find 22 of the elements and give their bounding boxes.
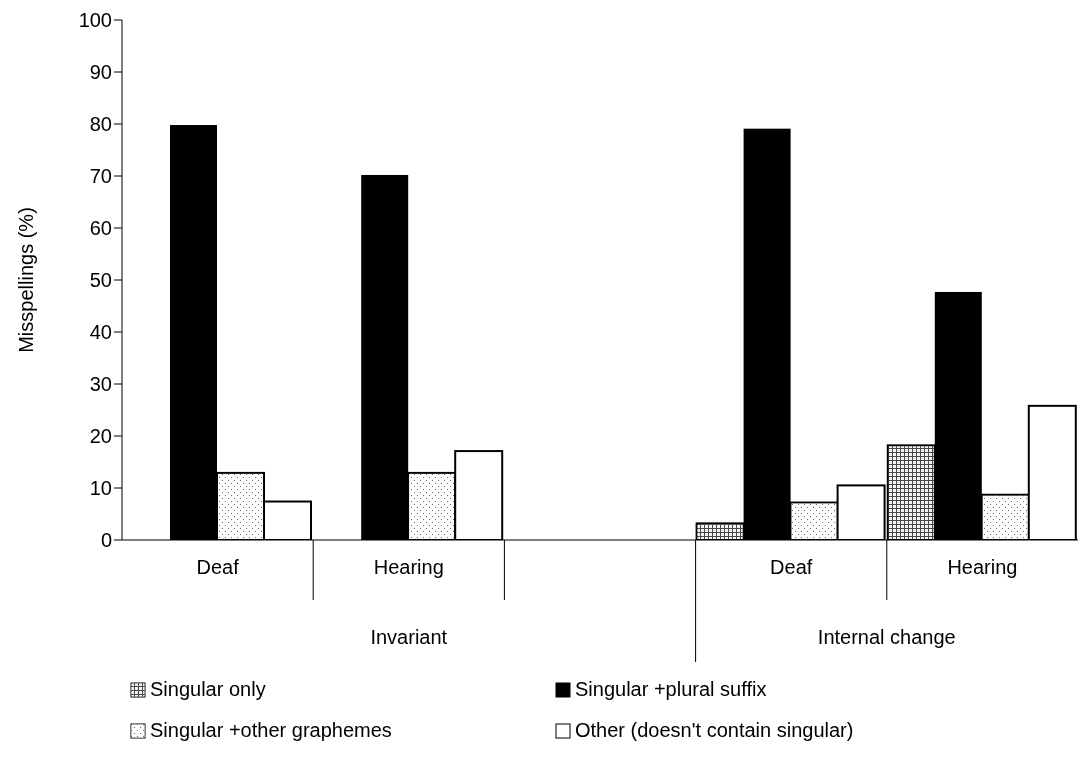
y-tick-label: 40 [89,321,112,344]
y-tick-label: 80 [89,113,112,136]
text: Invariant [369,626,449,649]
legend-label: Singular +other graphemes [150,719,392,742]
y-tick-label: 0 [100,529,112,552]
x-tick-label: Hearing [373,556,444,578]
x-tick-label: Deaf [770,556,813,578]
y-tick-label: 60 [89,217,112,240]
y-tick-label: 30 [89,373,112,396]
legend-label: Singular only [150,678,266,701]
y-tick-label: 20 [89,425,112,448]
y-tick-label: 50 [89,269,112,292]
legend-label: Singular +plural suffix [575,678,767,701]
legend-label: Other (doesn't contain singular) [575,719,854,742]
x-tick-label: Hearing [947,556,1018,578]
y-tick-label: 100 [78,9,112,32]
y-tick-label: 70 [89,165,112,188]
x-tick-label: Deaf [196,556,240,578]
y-tick-label: 10 [89,477,112,500]
y-axis-title: Misspellings (%) [15,207,38,353]
y-tick-label: 90 [89,61,112,84]
text: Internal change [816,626,957,649]
